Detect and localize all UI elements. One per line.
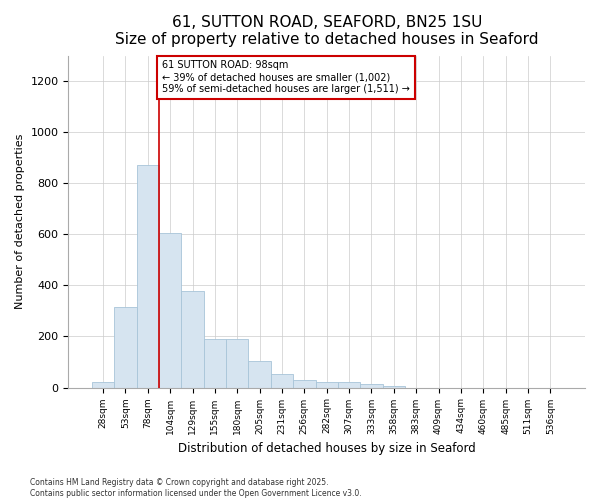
Bar — [226, 339, 248, 388]
Bar — [137, 166, 159, 388]
X-axis label: Distribution of detached houses by size in Seaford: Distribution of detached houses by size … — [178, 442, 476, 455]
Bar — [204, 339, 226, 388]
Bar — [383, 386, 405, 388]
Bar — [159, 233, 181, 388]
Y-axis label: Number of detached properties: Number of detached properties — [15, 134, 25, 309]
Bar — [181, 290, 204, 388]
Bar — [316, 382, 338, 388]
Bar — [293, 380, 316, 388]
Title: 61, SUTTON ROAD, SEAFORD, BN25 1SU
Size of property relative to detached houses : 61, SUTTON ROAD, SEAFORD, BN25 1SU Size … — [115, 15, 538, 48]
Bar — [338, 382, 360, 388]
Bar — [114, 307, 137, 388]
Bar — [360, 384, 383, 388]
Text: 61 SUTTON ROAD: 98sqm
← 39% of detached houses are smaller (1,002)
59% of semi-d: 61 SUTTON ROAD: 98sqm ← 39% of detached … — [163, 60, 410, 94]
Bar — [92, 382, 114, 388]
Text: Contains HM Land Registry data © Crown copyright and database right 2025.
Contai: Contains HM Land Registry data © Crown c… — [30, 478, 362, 498]
Bar — [248, 360, 271, 388]
Bar — [271, 374, 293, 388]
